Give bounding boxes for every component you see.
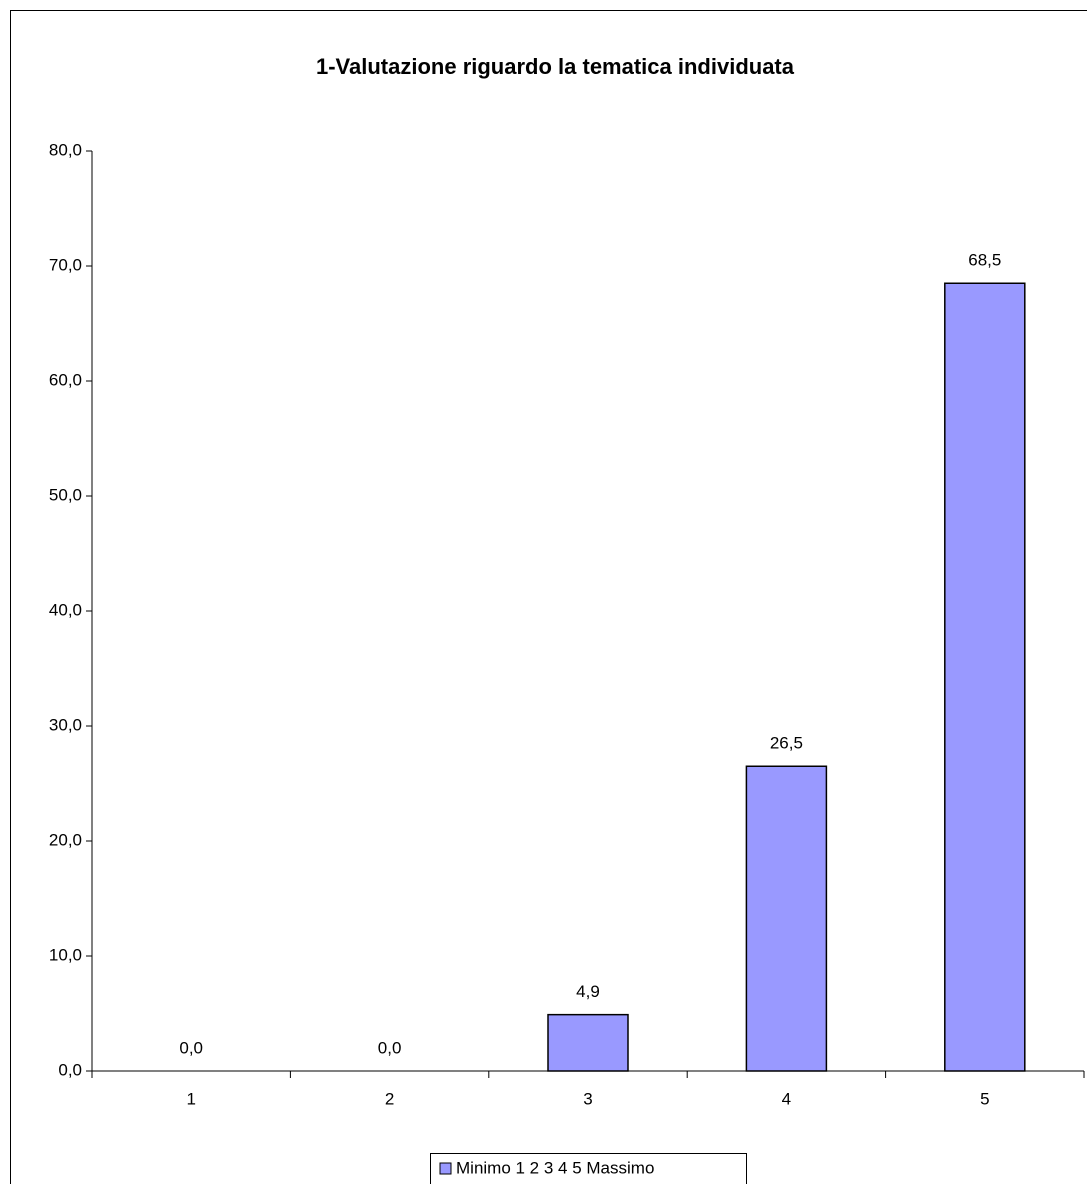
- x-tick-label: 5: [980, 1089, 989, 1108]
- y-tick-label: 10,0: [49, 945, 82, 964]
- data-label: 26,5: [770, 734, 803, 753]
- y-tick-label: 80,0: [49, 140, 82, 159]
- x-tick-label: 1: [186, 1089, 195, 1108]
- x-tick-label: 4: [782, 1089, 791, 1108]
- bar: [745, 765, 828, 1072]
- y-tick-label: 0,0: [58, 1060, 82, 1079]
- x-tick-label: 2: [385, 1089, 394, 1108]
- y-tick-label: 20,0: [49, 830, 82, 849]
- data-label: 68,5: [968, 251, 1001, 270]
- data-label: 0,0: [378, 1038, 402, 1057]
- bar: [547, 1013, 629, 1072]
- y-tick-label: 60,0: [49, 370, 82, 389]
- bar: [944, 282, 1026, 1072]
- legend-box: [430, 1153, 747, 1184]
- legend-label: Minimo 1 2 3 4 5 Massimo: [456, 1158, 654, 1177]
- data-label: 0,0: [179, 1038, 203, 1057]
- chart-border: [10, 10, 1087, 1184]
- chart-title: 1-Valutazione riguardo la tematica indiv…: [316, 54, 795, 79]
- y-tick-label: 40,0: [49, 600, 82, 619]
- legend-swatch: [439, 1162, 452, 1175]
- y-tick-label: 50,0: [49, 485, 82, 504]
- y-tick-label: 70,0: [49, 255, 82, 274]
- y-tick-label: 30,0: [49, 715, 82, 734]
- x-tick-label: 3: [583, 1089, 592, 1108]
- data-label: 4,9: [576, 982, 600, 1001]
